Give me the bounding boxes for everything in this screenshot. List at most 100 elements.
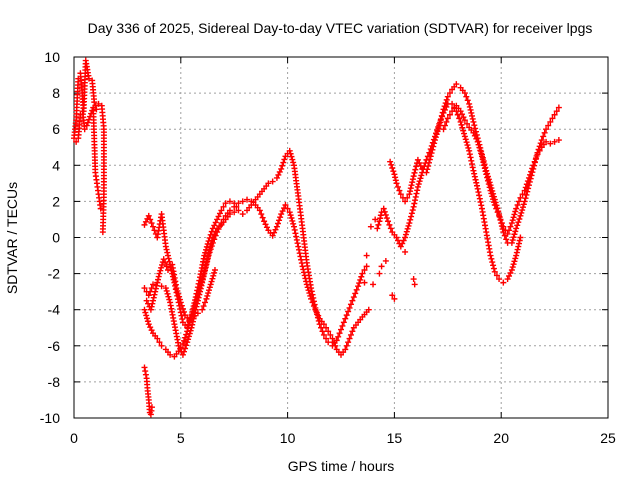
track-e-point bbox=[261, 218, 268, 225]
track-e-point bbox=[320, 321, 327, 328]
track-f-point bbox=[202, 262, 209, 269]
track-e-point bbox=[301, 272, 308, 279]
track-e-point bbox=[306, 290, 313, 297]
track-d-point bbox=[222, 200, 229, 207]
track-e-point bbox=[287, 212, 294, 219]
x-tick-label: 15 bbox=[387, 430, 403, 446]
track-i-point bbox=[433, 131, 440, 138]
track-f-point bbox=[208, 237, 215, 244]
track-i-point bbox=[408, 182, 415, 189]
stray-point bbox=[376, 270, 383, 277]
track-f-point bbox=[179, 340, 186, 347]
track-h-point bbox=[493, 272, 500, 279]
track-j-point bbox=[440, 126, 447, 133]
track-i-point bbox=[432, 134, 439, 141]
track-i-point bbox=[523, 191, 530, 198]
data-points bbox=[71, 57, 562, 418]
track-d-point bbox=[214, 216, 221, 223]
track-h-point bbox=[411, 200, 418, 207]
stray-point bbox=[411, 281, 418, 288]
track-j-point bbox=[511, 211, 518, 218]
track-g-point bbox=[162, 259, 169, 266]
track-i-point bbox=[404, 194, 411, 201]
track-e-point bbox=[310, 303, 317, 310]
track-h-point bbox=[461, 133, 468, 140]
track-g-point bbox=[155, 276, 162, 283]
stray-point bbox=[382, 257, 389, 264]
track-d-point bbox=[340, 319, 347, 326]
track-e-point bbox=[182, 345, 189, 352]
track-a-point bbox=[85, 75, 92, 82]
track-e-point bbox=[294, 240, 301, 247]
track-g-point bbox=[181, 308, 188, 315]
track-i-point bbox=[425, 163, 432, 170]
track-h-point bbox=[384, 218, 391, 225]
track-h-point bbox=[507, 269, 514, 276]
track-e-point bbox=[276, 217, 283, 224]
track-e-point bbox=[163, 287, 170, 294]
track-i-point bbox=[538, 137, 545, 144]
track-f-point bbox=[208, 240, 215, 247]
track-f-point bbox=[185, 322, 192, 329]
track-i-point bbox=[512, 228, 519, 235]
track-i-point bbox=[440, 106, 447, 113]
track-e-point bbox=[183, 342, 190, 349]
track-j-point bbox=[480, 159, 487, 166]
track-j-point bbox=[493, 205, 500, 212]
track-f-point bbox=[195, 290, 202, 297]
track-i-point bbox=[503, 236, 510, 243]
track-g-point bbox=[152, 285, 159, 292]
track-h-point bbox=[381, 208, 388, 215]
track-e-point bbox=[282, 202, 289, 209]
track-d-point bbox=[347, 301, 354, 308]
track-h-point bbox=[469, 164, 476, 171]
stray-point bbox=[378, 263, 385, 270]
track-j-point bbox=[478, 150, 485, 157]
track-i-point bbox=[430, 143, 437, 150]
track-f-point bbox=[205, 250, 212, 257]
track-e-point bbox=[279, 208, 286, 215]
track-h-point bbox=[410, 203, 417, 210]
y-tick-label: -10 bbox=[40, 410, 60, 426]
track-j-point bbox=[536, 147, 543, 154]
track-b-point bbox=[73, 138, 80, 145]
track-d-point bbox=[162, 243, 169, 250]
track-g-point bbox=[149, 300, 156, 307]
track-e-point bbox=[312, 306, 319, 313]
track-g-point bbox=[143, 297, 150, 304]
track-i-point bbox=[547, 118, 554, 125]
track-c-point bbox=[142, 371, 149, 378]
track-i-point bbox=[508, 239, 515, 246]
track-j-point bbox=[484, 177, 491, 184]
track-d-point bbox=[164, 249, 171, 256]
track-h-point bbox=[516, 237, 523, 244]
track-j-point bbox=[530, 162, 537, 169]
track-h-point bbox=[402, 231, 409, 238]
track-d-point bbox=[286, 147, 293, 154]
track-j-point bbox=[444, 115, 451, 122]
track-f-point bbox=[167, 351, 174, 358]
track-a-point bbox=[91, 99, 98, 106]
track-g-point bbox=[156, 270, 163, 277]
track-f-point bbox=[207, 244, 214, 251]
track-g-point bbox=[154, 279, 161, 286]
track-i-point bbox=[389, 165, 396, 172]
track-h-point bbox=[414, 183, 421, 190]
track-g-point bbox=[173, 285, 180, 292]
track-i-point bbox=[431, 140, 438, 147]
track-i-point bbox=[545, 122, 552, 129]
track-g-point bbox=[159, 261, 166, 268]
track-j-point bbox=[481, 165, 488, 172]
track-d-point bbox=[220, 203, 227, 210]
track-i-point bbox=[428, 150, 435, 157]
track-g-point bbox=[205, 290, 212, 297]
track-g-point bbox=[158, 264, 165, 271]
track-d-point bbox=[166, 258, 173, 265]
x-tick-label: 5 bbox=[177, 430, 185, 446]
track-d-point bbox=[145, 212, 152, 219]
track-h-point bbox=[500, 279, 507, 286]
track-f-point bbox=[190, 308, 197, 315]
track-e-point bbox=[295, 243, 302, 250]
track-h-point bbox=[380, 205, 387, 212]
track-i-point bbox=[518, 209, 525, 216]
